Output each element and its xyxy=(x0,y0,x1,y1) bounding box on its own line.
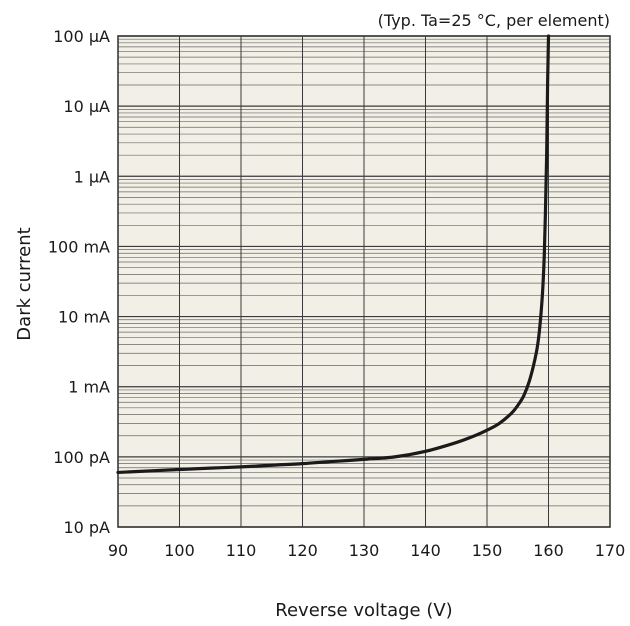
x-tick-label: 170 xyxy=(595,541,626,560)
y-tick-labels: 10 pA 100 pA 1 mA 10 mA 100 mA 1 µA 10 µA 100 µ… xyxy=(48,27,110,537)
y-tick-label: 100 mA xyxy=(48,237,110,256)
plot-frame xyxy=(117,35,611,528)
x-axis-label: Reverse voltage (V) xyxy=(275,600,452,621)
x-tick-labels: 90 100 110 120 130 140 150 160 170 xyxy=(108,541,625,560)
x-tick-label: 120 xyxy=(287,541,318,560)
x-tick-label: 160 xyxy=(533,541,564,560)
x-tick-label: 100 xyxy=(164,541,195,560)
grid-major-lines xyxy=(117,35,611,528)
y-tick-label: 1 mA xyxy=(68,378,110,397)
x-tick-label: 110 xyxy=(226,541,257,560)
series-group xyxy=(116,34,551,475)
y-tick-label: 1 µA xyxy=(74,167,110,186)
series-line xyxy=(116,34,551,475)
y-tick-label: 10 mA xyxy=(58,308,110,327)
x-tick-label: 130 xyxy=(349,541,380,560)
y-tick-label: 10 pA xyxy=(63,518,110,537)
y-tick-label: 100 pA xyxy=(53,448,110,467)
x-tick-label: 140 xyxy=(410,541,441,560)
chart-note: (Typ. Ta=25 °C, per element) xyxy=(378,11,610,30)
x-tick-label: 150 xyxy=(472,541,503,560)
x-tick-label: 90 xyxy=(108,541,128,560)
y-tick-label: 10 µA xyxy=(63,97,110,116)
y-axis-label: Dark current xyxy=(14,227,35,340)
y-tick-label: 100 µA xyxy=(53,27,110,46)
